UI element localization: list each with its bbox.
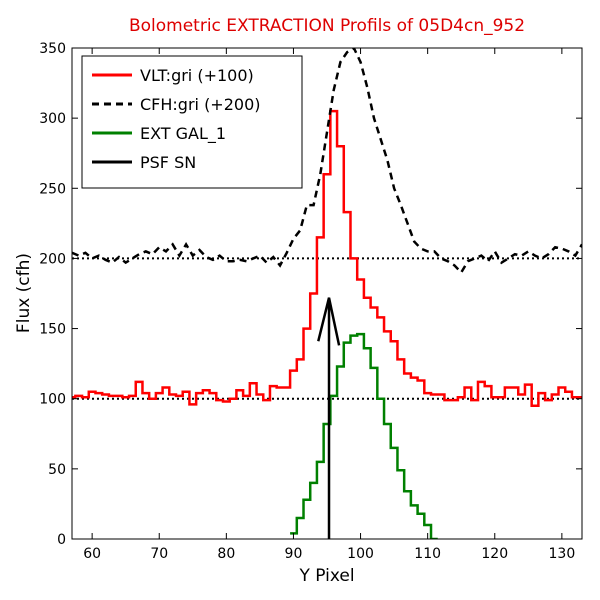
x-tick-label: 80 [217, 546, 235, 562]
y-tick-label: 200 [39, 251, 66, 267]
legend-entry-2: CFH:gri (+200) [140, 95, 261, 114]
plot-area [72, 48, 582, 539]
y-tick-label: 150 [39, 322, 66, 338]
legend-entry-3: EXT GAL_1 [140, 124, 226, 144]
y-tick-label: 350 [39, 41, 66, 57]
series-line-1 [72, 109, 582, 407]
y-tick-label: 300 [39, 111, 66, 127]
series-line-2 [72, 48, 582, 275]
legend-box [81, 55, 303, 189]
chart-title: Bolometric EXTRACTION Profils of 05D4cn_… [129, 16, 525, 36]
x-tick-label: 130 [549, 546, 576, 562]
y-axis-label: Flux (cfh) [14, 253, 34, 333]
legend-entry-1: VLT:gri (+100) [140, 66, 254, 85]
axes: 60 70 80 90 100 110 120 130 0 50 100 150 200 250 300 35… [39, 41, 583, 562]
y-tick-label: 50 [48, 462, 66, 478]
x-tick-label: 70 [150, 546, 168, 562]
series-line-3 [290, 332, 438, 539]
legend: VLT:gri (+100) CFH:gri (+200) EXT GAL_1 PSF… [81, 55, 303, 189]
series-line-4 [317, 297, 341, 539]
x-tick-label: 60 [83, 546, 101, 562]
y-tick-label: 0 [57, 532, 66, 548]
x-tick-label: 120 [481, 546, 508, 562]
x-tick-label: 90 [285, 546, 303, 562]
x-axis-label: Y Pixel [298, 566, 354, 586]
y-tick-label: 100 [39, 392, 66, 408]
plot-frame [71, 47, 583, 540]
x-tick-label: 100 [347, 546, 374, 562]
x-tick-label: 110 [414, 546, 441, 562]
legend-entry-4: PSF SN [140, 153, 196, 172]
y-tick-label: 250 [39, 181, 66, 197]
